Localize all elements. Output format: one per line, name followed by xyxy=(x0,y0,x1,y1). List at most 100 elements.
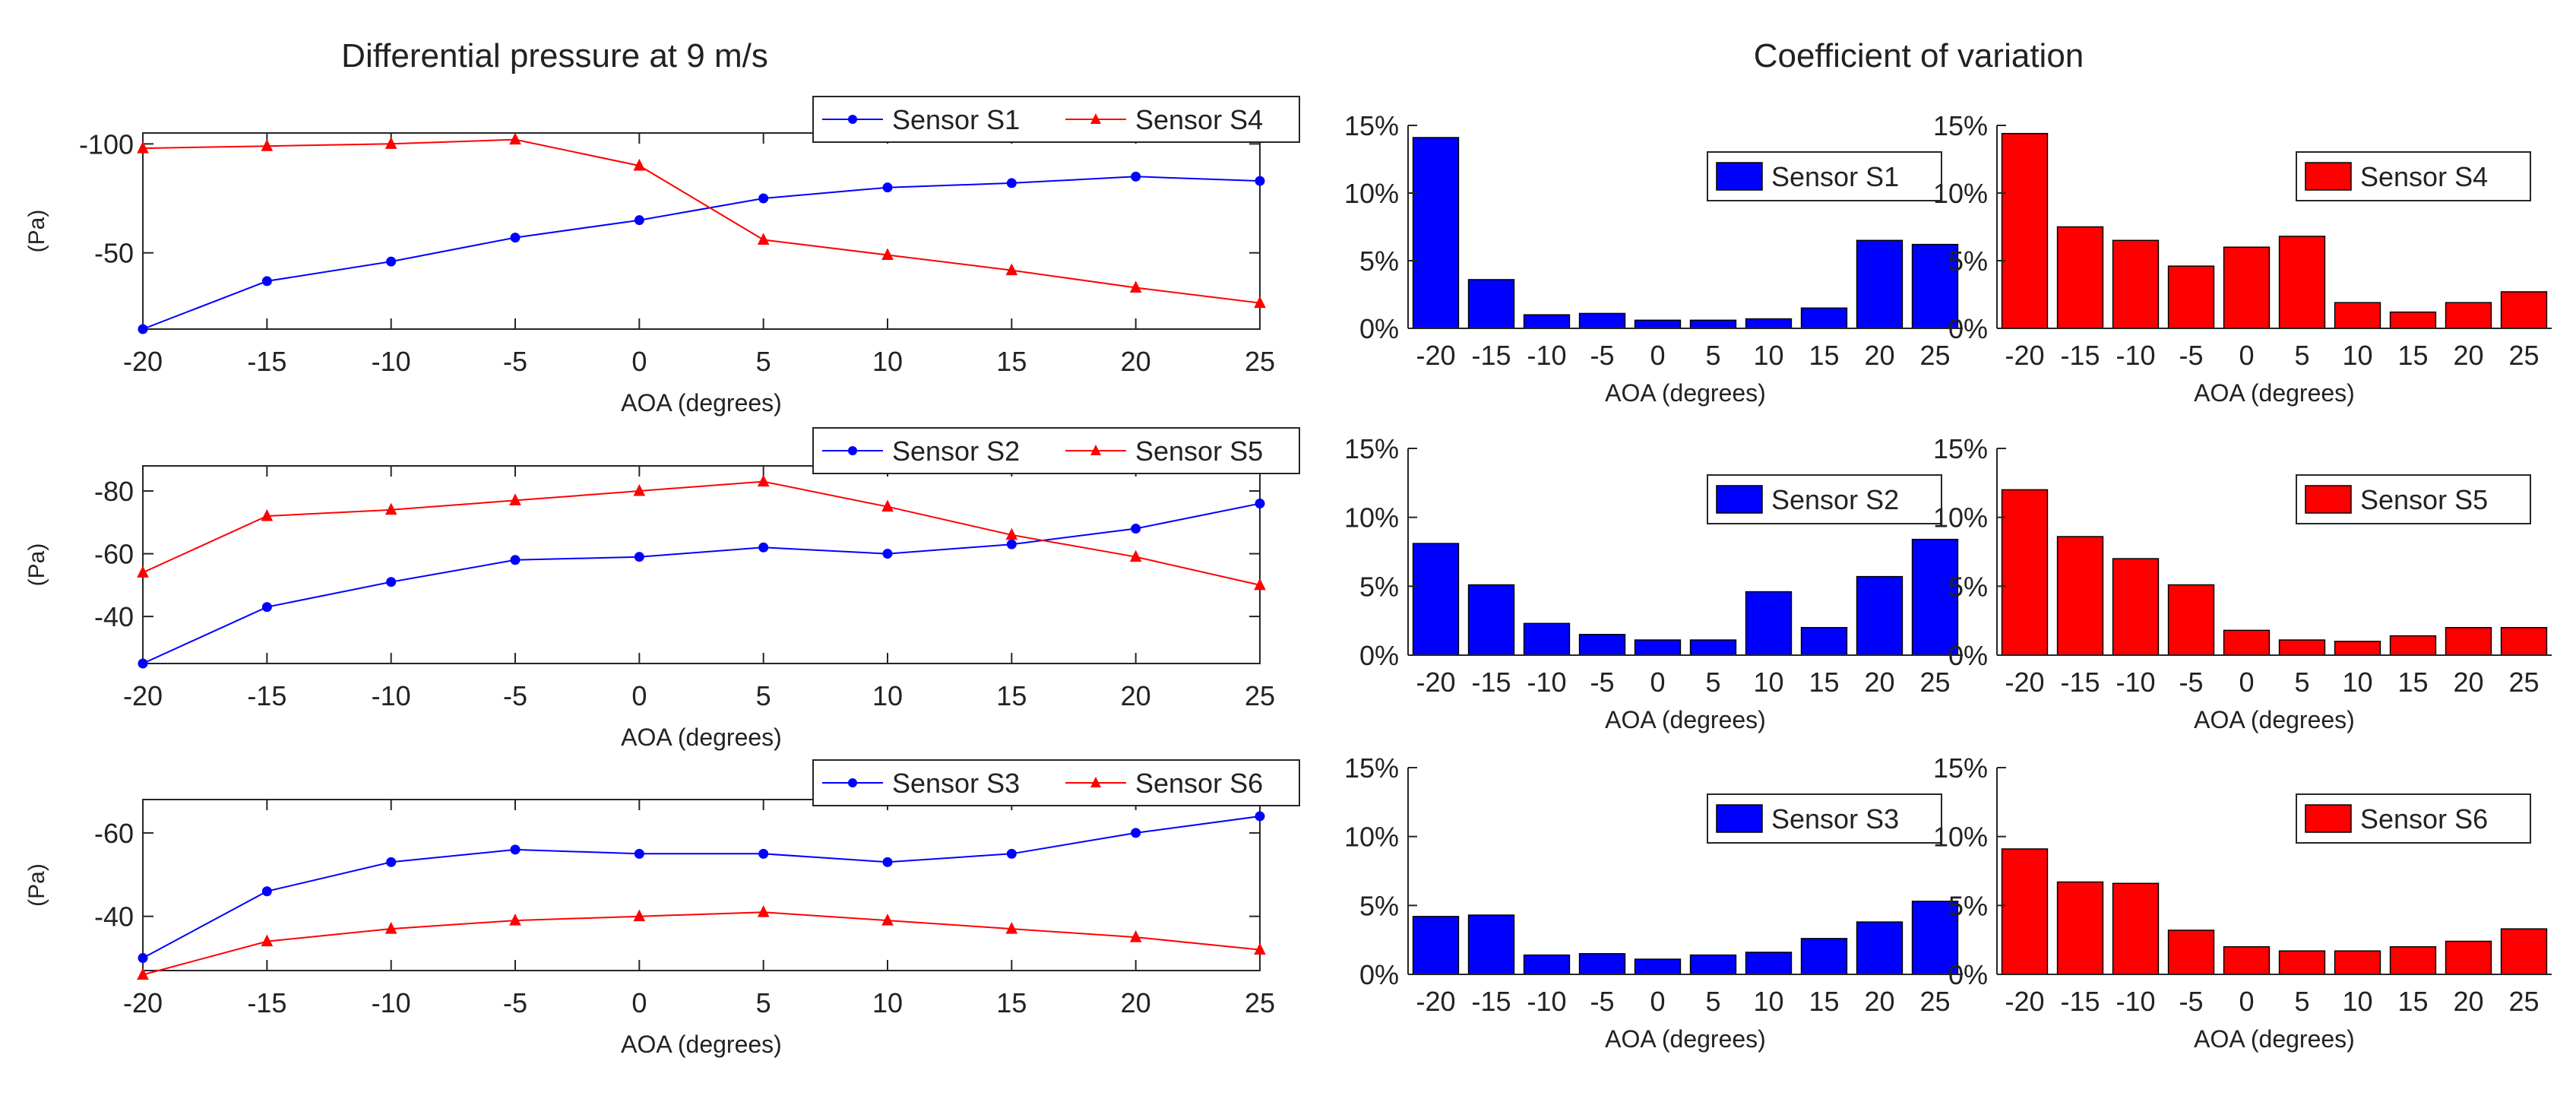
x-tick-label: 25 xyxy=(2508,340,2539,371)
data-point xyxy=(510,233,521,243)
x-axis-label: AOA (degrees) xyxy=(1605,379,1766,407)
legend-label: Sensor S4 xyxy=(2360,161,2488,192)
bar xyxy=(1523,314,1571,329)
x-tick-label: -10 xyxy=(372,987,411,1018)
x-tick-label: 25 xyxy=(1919,986,1950,1017)
x-tick-label: -15 xyxy=(247,346,286,377)
x-tick-label: -10 xyxy=(372,346,411,377)
x-tick-label: 20 xyxy=(1864,667,1894,698)
legend-marker xyxy=(848,115,857,124)
bar xyxy=(1467,584,1515,656)
data-point xyxy=(757,233,770,245)
legend: Sensor S6 xyxy=(2296,793,2531,844)
x-tick-label: -5 xyxy=(2179,340,2203,371)
legend-label: Sensor S3 xyxy=(892,768,1020,799)
data-point xyxy=(758,193,769,204)
bar xyxy=(2445,940,2492,975)
bar xyxy=(2500,291,2548,329)
x-tick-label: 20 xyxy=(1121,987,1151,1018)
bar xyxy=(2167,584,2215,656)
bar xyxy=(2389,635,2437,656)
x-tick-label: -15 xyxy=(1471,986,1511,1017)
x-axis-label: AOA (degrees) xyxy=(2194,1025,2355,1053)
bar xyxy=(1745,591,1793,656)
y-tick-label: 10% xyxy=(1344,178,1399,209)
x-tick-label: 15 xyxy=(1809,667,1839,698)
x-tick-label: 20 xyxy=(1864,986,1894,1017)
x-tick-label: -15 xyxy=(1471,340,1511,371)
data-point xyxy=(1255,499,1265,509)
bar xyxy=(1745,318,1793,329)
x-tick-label: -15 xyxy=(2060,340,2100,371)
y-tick-label: 10% xyxy=(1933,502,1988,534)
data-point xyxy=(1006,539,1017,550)
bar xyxy=(2334,641,2381,656)
y-tick-label: 5% xyxy=(1359,245,1399,277)
y-tick-label: -100 xyxy=(79,128,134,160)
legend-label: Sensor S3 xyxy=(1771,803,1899,835)
x-tick-label: -10 xyxy=(2116,340,2155,371)
bar xyxy=(1412,916,1460,975)
bar xyxy=(1578,312,1626,329)
series-line xyxy=(142,138,1261,304)
bar xyxy=(2278,950,2326,975)
y-tick-label: 0% xyxy=(1359,640,1399,671)
x-tick-label: 5 xyxy=(756,680,771,711)
data-point xyxy=(386,857,397,867)
bar xyxy=(1634,639,1682,656)
legend: Sensor S2 xyxy=(1707,474,1942,524)
bar xyxy=(1578,953,1626,975)
x-tick-label: 10 xyxy=(872,987,903,1018)
data-point xyxy=(1005,922,1018,934)
bar xyxy=(2389,311,2437,329)
bar xyxy=(1856,239,1904,329)
bar xyxy=(1689,954,1737,975)
bar xyxy=(1634,958,1682,975)
y-tick-label: 0% xyxy=(1948,313,1988,344)
x-tick-label: 10 xyxy=(1753,340,1783,371)
line3-chart: -20 -15 -10 -5 0 5 10 15 20 25 -60 -40 AOA (degrees)… xyxy=(24,759,1300,1058)
data-point xyxy=(1131,828,1141,838)
x-tick-label: -20 xyxy=(1416,986,1455,1017)
legend-box xyxy=(1707,151,1942,201)
data-point xyxy=(1255,176,1265,186)
y-tick-label: -80 xyxy=(94,476,134,507)
x-axis-label: AOA (degrees) xyxy=(1605,1025,1766,1053)
bar xyxy=(2500,928,2548,975)
line2-chart: -20 -15 -10 -5 0 5 10 15 20 25 -80 -60 -40 AOA (degre… xyxy=(24,427,1300,751)
x-tick-label: 5 xyxy=(2294,340,2309,371)
x-tick-label: -5 xyxy=(1590,667,1614,698)
data-point xyxy=(757,905,770,917)
bar xyxy=(2445,626,2492,656)
legend: Sensor S3 xyxy=(1707,793,1942,844)
x-tick-label: -10 xyxy=(2116,986,2155,1017)
x-tick-label: -10 xyxy=(1527,667,1566,698)
bar xyxy=(2001,132,2049,329)
series-sensor-s2 xyxy=(138,499,1265,669)
data-point xyxy=(138,658,148,669)
data-point xyxy=(137,968,149,980)
bar xyxy=(2001,489,2049,656)
bar xyxy=(1911,538,1959,656)
y-tick-label: 5% xyxy=(1948,890,1988,921)
data-point xyxy=(510,844,521,855)
right-title: Coefficient of variation xyxy=(1754,37,2084,74)
data-point xyxy=(510,555,521,565)
x-axis-label: AOA (degrees) xyxy=(2194,379,2355,407)
y-tick-label: 5% xyxy=(1948,245,1988,277)
x-tick-label: -10 xyxy=(372,680,411,711)
data-point xyxy=(261,934,274,947)
bar xyxy=(1467,279,1515,329)
y-tick-label: 5% xyxy=(1359,571,1399,602)
data-point xyxy=(385,502,397,515)
x-tick-label: 0 xyxy=(1650,340,1665,371)
data-point xyxy=(1131,171,1141,182)
data-point xyxy=(757,474,770,487)
bar xyxy=(2334,302,2381,329)
bar xyxy=(1467,914,1515,975)
plot-area xyxy=(142,132,1261,330)
y-tick-label: 15% xyxy=(1344,752,1399,784)
legend-swatch xyxy=(2305,485,2352,514)
bar xyxy=(1523,622,1571,656)
x-tick-label: 0 xyxy=(2239,340,2254,371)
